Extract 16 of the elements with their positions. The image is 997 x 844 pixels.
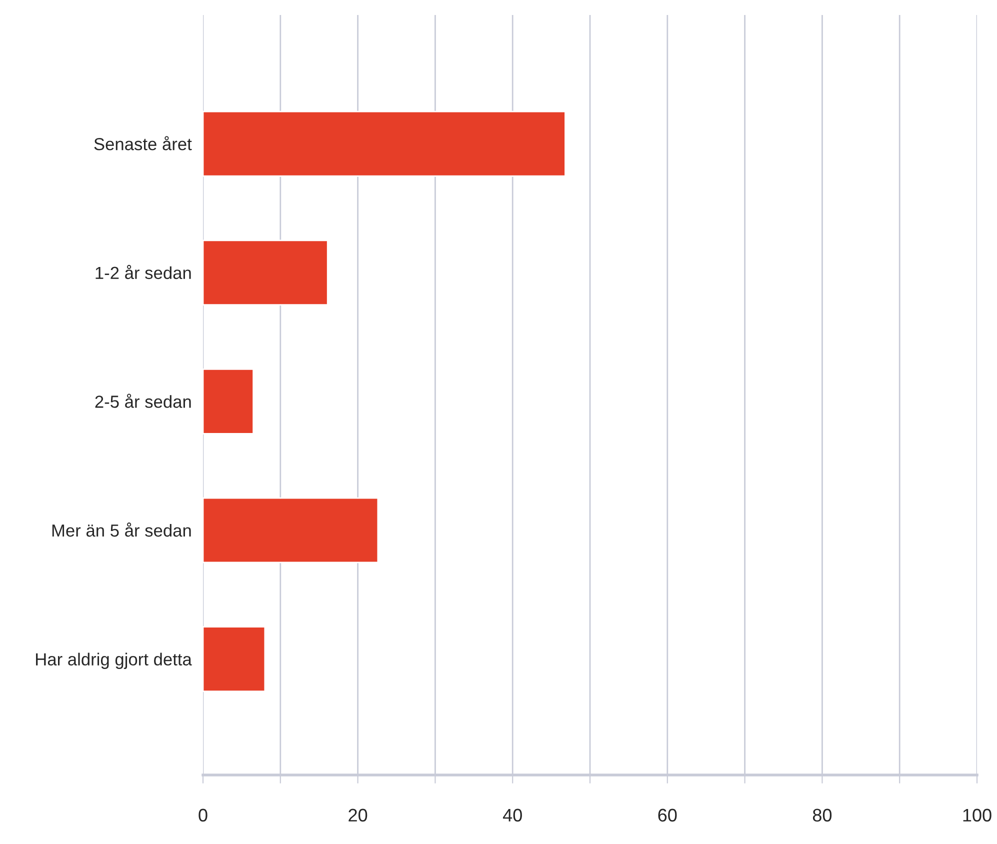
x-tick-label: 60 — [658, 808, 677, 822]
bar — [203, 626, 266, 692]
x-tick-label: 20 — [348, 808, 368, 822]
bar — [203, 110, 566, 177]
bar — [203, 497, 379, 564]
y-tick-label: Har aldrig gjort detta — [36, 652, 192, 669]
x-tick-label: 0 — [198, 808, 208, 822]
y-tick-label: 1-2 år sedan — [96, 264, 191, 280]
x-tick-label: 80 — [812, 808, 832, 822]
bar — [203, 368, 254, 434]
x-tick-label: 40 — [502, 808, 522, 822]
bar — [203, 240, 328, 306]
y-tick-label: 2-5 år sedan — [95, 394, 191, 408]
y-tick-label: Mer än 5 år sedan — [52, 522, 191, 537]
y-tick-label: Senaste året — [94, 136, 192, 150]
x-tick-label: 100 — [963, 808, 992, 822]
